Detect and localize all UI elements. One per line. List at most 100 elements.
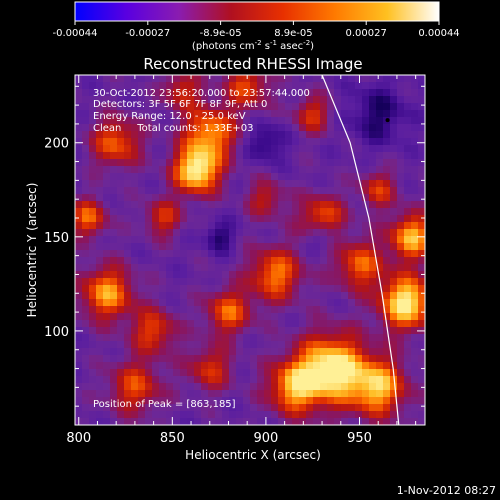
heatmap-cell — [271, 103, 278, 110]
heatmap-cell — [369, 180, 376, 187]
heatmap-cell — [145, 159, 152, 166]
heatmap-cell — [369, 397, 376, 404]
heatmap-cell — [110, 278, 117, 285]
heatmap-cell — [173, 313, 180, 320]
heatmap-cell — [103, 173, 110, 180]
heatmap-cell — [180, 397, 187, 404]
colorbar — [74, 1, 440, 22]
heatmap-cell — [208, 243, 215, 250]
heatmap-cell — [131, 96, 138, 103]
heatmap-cell — [124, 215, 131, 222]
heatmap-cell — [299, 390, 306, 397]
heatmap-cell — [103, 145, 110, 152]
heatmap-cell — [208, 103, 215, 110]
colorbar-tick-label: 0.00044 — [418, 28, 459, 39]
heatmap-cell — [313, 138, 320, 145]
heatmap-cell — [285, 75, 292, 82]
heatmap-cell — [320, 208, 327, 215]
heatmap-cell — [292, 411, 299, 418]
heatmap-cell — [194, 334, 201, 341]
heatmap-cell — [285, 306, 292, 313]
heatmap-cell — [348, 327, 355, 334]
heatmap-cell — [383, 271, 390, 278]
heatmap-cell — [292, 355, 299, 362]
heatmap-cell — [355, 152, 362, 159]
heatmap-cell — [418, 404, 425, 411]
heatmap-cell — [327, 313, 334, 320]
heatmap-cell — [404, 376, 411, 383]
heatmap-cell — [180, 103, 187, 110]
heatmap-cell — [208, 313, 215, 320]
heatmap-cell — [236, 411, 243, 418]
heatmap-cell — [124, 411, 131, 418]
heatmap-cell — [383, 180, 390, 187]
heatmap-cell — [89, 334, 96, 341]
heatmap-cell — [236, 103, 243, 110]
heatmap-cell — [236, 152, 243, 159]
heatmap-cell — [208, 250, 215, 257]
heatmap-cell — [138, 299, 145, 306]
heatmap-cell — [159, 89, 166, 96]
heatmap-cell — [229, 313, 236, 320]
heatmap-cell — [257, 103, 264, 110]
heatmap-cell — [145, 96, 152, 103]
heatmap-cell — [96, 397, 103, 404]
heatmap-cell — [110, 187, 117, 194]
heatmap-cell — [383, 110, 390, 117]
heatmap-cell — [397, 313, 404, 320]
heatmap-cell — [292, 194, 299, 201]
heatmap-cell — [397, 173, 404, 180]
heatmap-cell — [292, 138, 299, 145]
heatmap-cell — [348, 292, 355, 299]
heatmap-cell — [89, 264, 96, 271]
heatmap-cell — [292, 159, 299, 166]
heatmap-cell — [397, 103, 404, 110]
heatmap-cell — [159, 96, 166, 103]
heatmap-cell — [250, 250, 257, 257]
heatmap-cell — [397, 299, 404, 306]
heatmap-cell — [299, 292, 306, 299]
heatmap-cell — [229, 89, 236, 96]
heatmap-cell — [250, 124, 257, 131]
heatmap-cell — [124, 110, 131, 117]
heatmap-cell — [313, 362, 320, 369]
heatmap-cell — [222, 215, 229, 222]
heatmap-cell — [194, 180, 201, 187]
heatmap-cell — [418, 180, 425, 187]
heatmap-cell — [145, 292, 152, 299]
heatmap-cell — [124, 138, 131, 145]
heatmap-cell — [180, 313, 187, 320]
heatmap-cell — [75, 334, 82, 341]
heatmap-cell — [341, 159, 348, 166]
heatmap-cell — [166, 96, 173, 103]
heatmap-cell — [369, 173, 376, 180]
heatmap-cell — [348, 117, 355, 124]
heatmap-cell — [411, 124, 418, 131]
heatmap-cell — [376, 250, 383, 257]
heatmap-cell — [138, 348, 145, 355]
heatmap-cell — [313, 250, 320, 257]
heatmap-cell — [362, 194, 369, 201]
heatmap-cell — [145, 411, 152, 418]
heatmap-cell — [355, 166, 362, 173]
heatmap-cell — [152, 271, 159, 278]
heatmap-cell — [390, 278, 397, 285]
heatmap-cell — [348, 278, 355, 285]
heatmap-cell — [334, 327, 341, 334]
heatmap-cell — [89, 271, 96, 278]
heatmap-cell — [194, 292, 201, 299]
heatmap-cell — [362, 89, 369, 96]
heatmap-cell — [173, 271, 180, 278]
heatmap-cell — [215, 285, 222, 292]
heatmap-cell — [320, 411, 327, 418]
heatmap-cell — [75, 222, 82, 229]
heatmap-cell — [194, 103, 201, 110]
heatmap-cell — [124, 89, 131, 96]
heatmap-cell — [250, 138, 257, 145]
heatmap-cell — [229, 355, 236, 362]
heatmap-cell — [96, 243, 103, 250]
heatmap-cell — [390, 348, 397, 355]
heatmap-cell — [131, 180, 138, 187]
heatmap-cell — [75, 103, 82, 110]
heatmap-cell — [411, 159, 418, 166]
